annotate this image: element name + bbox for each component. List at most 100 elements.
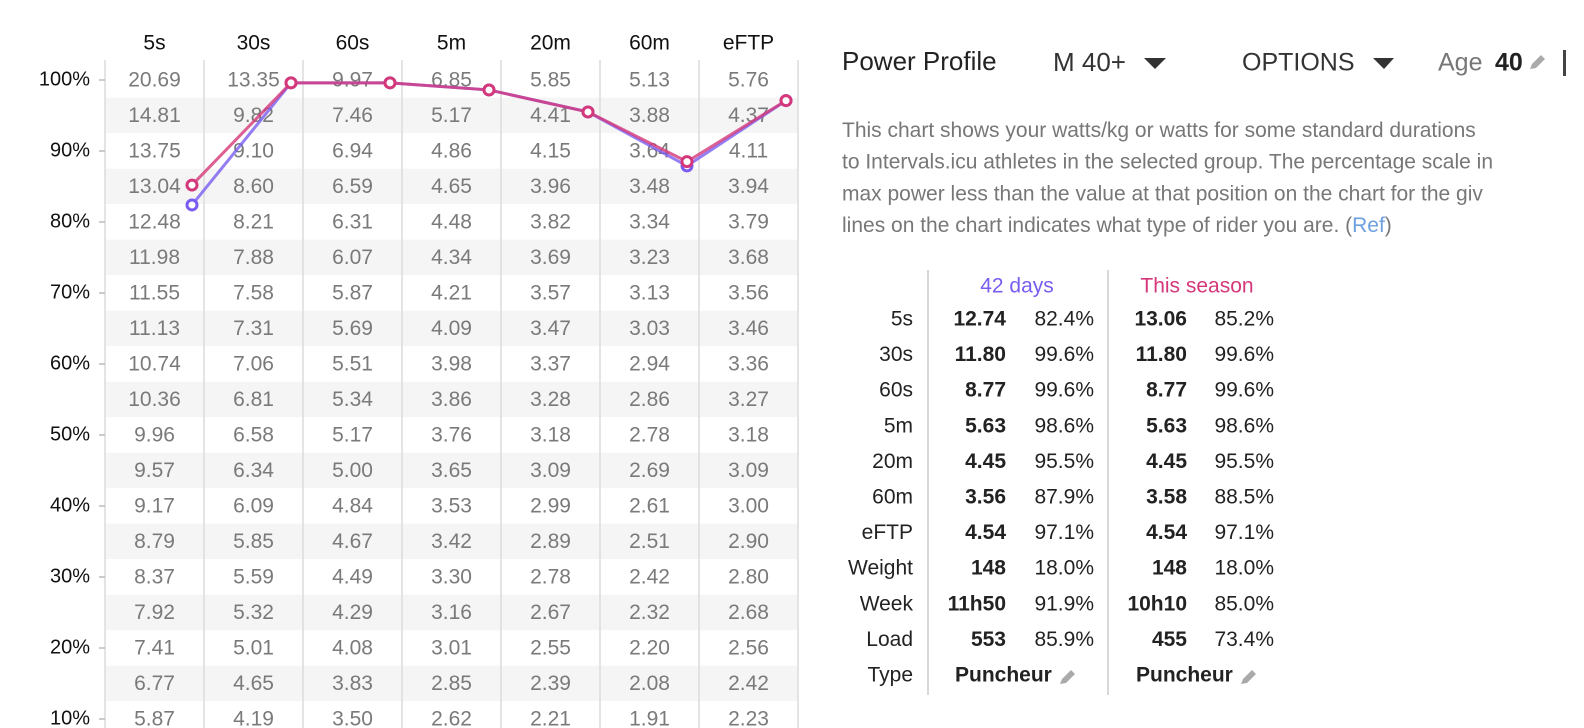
grid-cell: 2.21 bbox=[530, 708, 571, 728]
grid-cell: 5.13 bbox=[629, 69, 670, 92]
series-point bbox=[383, 76, 397, 90]
grid-cell: 4.09 bbox=[431, 317, 472, 340]
grid-cell: 3.18 bbox=[530, 424, 571, 447]
grid-cell: 13.75 bbox=[128, 140, 181, 163]
column-header: 60m bbox=[629, 32, 670, 55]
grid-cell: 2.61 bbox=[629, 495, 670, 518]
edit-icon[interactable] bbox=[1530, 55, 1545, 69]
grid-cell: 5.69 bbox=[332, 317, 373, 340]
stats-value: 4.54 bbox=[965, 521, 1006, 544]
grid-cell: 3.53 bbox=[431, 495, 472, 518]
stats-row-label: 20m bbox=[872, 450, 913, 473]
grid-cell: 13.04 bbox=[128, 175, 181, 198]
grid-cell: 3.76 bbox=[431, 424, 472, 447]
description-text: max power less than the value at that po… bbox=[842, 182, 1483, 205]
group-select[interactable]: M 40+ bbox=[1053, 47, 1126, 77]
edit-icon[interactable] bbox=[1241, 670, 1256, 684]
grid-cell: 2.39 bbox=[530, 672, 571, 695]
grid-cell: 4.29 bbox=[332, 601, 373, 624]
column-header: 30s bbox=[237, 32, 271, 55]
grid-cell: 7.41 bbox=[134, 637, 175, 660]
stats-value: 148 bbox=[971, 557, 1006, 580]
row-band bbox=[105, 417, 798, 453]
grid-cell: 3.48 bbox=[629, 175, 670, 198]
grid-cell: 4.65 bbox=[431, 175, 472, 198]
edit-icon[interactable] bbox=[1060, 670, 1075, 684]
grid-cell: 7.92 bbox=[134, 601, 175, 624]
grid-cell: 3.79 bbox=[728, 211, 769, 234]
grid-cell: 7.58 bbox=[233, 282, 274, 305]
grid-cell: 5.85 bbox=[233, 530, 274, 553]
description-line: to Intervals.icu athletes in the selecte… bbox=[842, 150, 1493, 173]
grid-cell: 5.59 bbox=[233, 566, 274, 589]
stats-percent: 88.5% bbox=[1214, 486, 1274, 509]
grid-cell: 2.78 bbox=[530, 566, 571, 589]
stats-value: 455 bbox=[1152, 628, 1187, 651]
grid-cell: 2.68 bbox=[728, 601, 769, 624]
y-tick-label: 60% bbox=[50, 352, 90, 374]
stats-percent: 99.6% bbox=[1034, 343, 1094, 366]
options-button[interactable]: OPTIONS bbox=[1242, 49, 1355, 77]
y-tick-label: 10% bbox=[50, 707, 90, 728]
stats-percent: 99.6% bbox=[1214, 343, 1274, 366]
age-label: Age bbox=[1438, 49, 1482, 77]
stats-percent: 98.6% bbox=[1034, 414, 1094, 437]
grid-cell: 2.69 bbox=[629, 459, 670, 482]
stats-percent: 98.6% bbox=[1214, 414, 1274, 437]
grid-cell: 7.88 bbox=[233, 246, 274, 269]
grid-cell: 5.87 bbox=[332, 282, 373, 305]
grid-cell: 2.42 bbox=[629, 566, 670, 589]
grid-cell: 13.35 bbox=[227, 69, 280, 92]
ref-link[interactable]: Ref bbox=[1352, 214, 1385, 237]
grid-cell: 5.17 bbox=[332, 424, 373, 447]
column-header: 20m bbox=[530, 32, 571, 55]
stats-percent: 99.6% bbox=[1034, 379, 1094, 402]
grid-cell: 4.67 bbox=[332, 530, 373, 553]
grid-cell: 5.17 bbox=[431, 104, 472, 127]
grid-cell: 2.80 bbox=[728, 566, 769, 589]
grid-cell: 2.99 bbox=[530, 495, 571, 518]
y-tick-label: 50% bbox=[50, 423, 90, 445]
grid-cell: 3.47 bbox=[530, 317, 571, 340]
grid-cell: 8.37 bbox=[134, 566, 175, 589]
column-header: 5m bbox=[437, 32, 466, 55]
grid-cell: 9.17 bbox=[134, 495, 175, 518]
stats-column-header: 42 days bbox=[980, 275, 1054, 298]
grid-cell: 11.13 bbox=[129, 317, 180, 340]
row-band bbox=[105, 204, 798, 240]
grid-cell: 2.90 bbox=[728, 530, 769, 553]
y-tick-label: 80% bbox=[50, 210, 90, 232]
grid-cell: 3.98 bbox=[431, 353, 472, 376]
stats-row-label: 30s bbox=[879, 343, 913, 366]
stats-percent: 85.0% bbox=[1214, 592, 1274, 615]
grid-cell: 3.30 bbox=[431, 566, 472, 589]
y-tick-label: 20% bbox=[50, 636, 90, 658]
stats-percent: 97.1% bbox=[1214, 521, 1274, 544]
grid-cell: 3.16 bbox=[431, 601, 472, 624]
grid-cell: 4.19 bbox=[233, 708, 274, 728]
y-tick-label: 40% bbox=[50, 494, 90, 516]
grid-cell: 11.98 bbox=[129, 246, 180, 269]
row-band bbox=[105, 168, 798, 205]
column-header: eFTP bbox=[723, 32, 774, 55]
y-tick-label: 90% bbox=[50, 139, 90, 161]
stats-value: 553 bbox=[971, 628, 1006, 651]
grid-cell: 4.37 bbox=[728, 104, 769, 127]
grid-cell: 3.57 bbox=[530, 282, 571, 305]
stats-row-label: 5s bbox=[891, 308, 913, 331]
series-point bbox=[779, 94, 793, 108]
row-band bbox=[105, 452, 798, 489]
grid-cell: 2.56 bbox=[728, 637, 769, 660]
series-point bbox=[284, 76, 298, 90]
y-tick-label: 30% bbox=[50, 565, 90, 587]
stats-value: 5.63 bbox=[965, 414, 1006, 437]
grid-cell: 3.56 bbox=[728, 282, 769, 305]
grid-cell: 3.64 bbox=[629, 140, 670, 163]
title: Power Profile bbox=[842, 46, 997, 76]
grid-cell: 3.50 bbox=[332, 708, 373, 728]
description-text: ) bbox=[1385, 214, 1392, 237]
grid-cell: 3.09 bbox=[530, 459, 571, 482]
rider-type: Puncheur bbox=[1136, 664, 1233, 687]
grid-cell: 2.51 bbox=[629, 530, 670, 553]
grid-cell: 4.84 bbox=[332, 495, 373, 518]
